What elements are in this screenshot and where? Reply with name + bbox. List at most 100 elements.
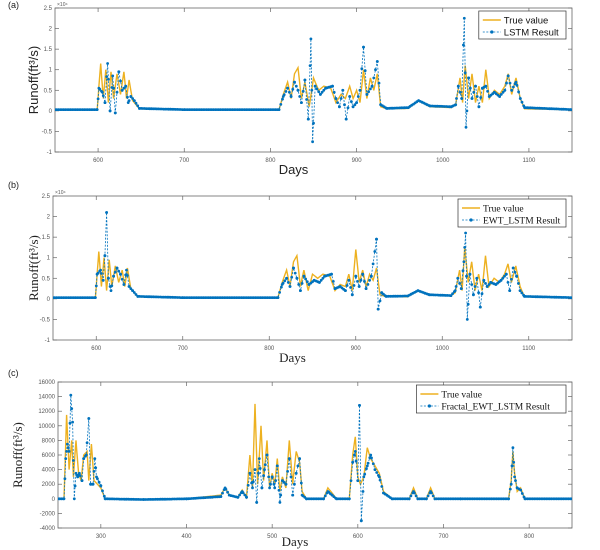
data-point [508, 289, 512, 292]
data-point [465, 274, 468, 278]
series-lstm-result [55, 16, 572, 144]
series-true-value [53, 247, 572, 299]
data-point [258, 467, 262, 470]
data-point [407, 497, 411, 501]
data-point [477, 291, 480, 295]
data-point [294, 84, 298, 88]
panel-label: (a) [8, 0, 19, 10]
data-point [454, 103, 458, 107]
data-point [312, 121, 315, 125]
data-point [293, 482, 296, 486]
data-point [347, 497, 351, 501]
data-point [409, 494, 413, 498]
data-point [462, 16, 466, 20]
data-point [366, 461, 370, 465]
data-point [462, 260, 466, 264]
data-point [72, 497, 76, 501]
y-tick-label: -0.5 [42, 129, 53, 135]
data-point [279, 493, 283, 497]
x-tick-label: 800 [265, 158, 276, 164]
data-point [503, 274, 506, 278]
data-point [226, 490, 230, 494]
data-point [127, 99, 131, 102]
data-point [362, 475, 366, 479]
data-point [291, 87, 295, 91]
data-point [101, 90, 104, 94]
data-point [377, 81, 381, 85]
series-fractal-ewt-lstm-result [58, 393, 572, 523]
data-point [105, 75, 109, 78]
data-point [277, 108, 281, 111]
data-point [510, 464, 514, 468]
data-point [300, 101, 303, 104]
data-point [487, 283, 491, 286]
data-point [468, 86, 472, 90]
x-tick-label: 600 [93, 158, 104, 164]
data-point [503, 88, 507, 92]
data-point [125, 268, 128, 272]
data-point [251, 480, 255, 484]
data-point [369, 87, 372, 91]
data-point [456, 84, 460, 88]
data-point [110, 284, 114, 288]
data-point [331, 280, 335, 283]
y-tick-label: -4000 [40, 526, 56, 532]
data-point [124, 84, 128, 88]
data-point [431, 494, 435, 498]
data-point [295, 276, 299, 280]
data-point [465, 109, 469, 113]
legend-marker [427, 404, 431, 408]
data-point [346, 106, 350, 110]
data-point [323, 494, 327, 498]
data-point [479, 96, 483, 99]
data-point [115, 266, 119, 270]
data-point [357, 285, 361, 288]
data-point [317, 90, 321, 94]
series-line [53, 247, 572, 299]
series-true-value [58, 403, 572, 501]
data-point [520, 291, 524, 295]
data-point [289, 475, 293, 479]
data-point [287, 457, 291, 460]
data-point [257, 457, 261, 460]
panel-label: (b) [8, 180, 19, 190]
data-point [101, 94, 105, 98]
x-tick-label: 700 [178, 346, 189, 352]
data-point [243, 493, 247, 497]
x-axis-label: Days [279, 350, 306, 365]
data-point [482, 278, 486, 282]
x-tick-label: 700 [438, 534, 449, 540]
data-point [106, 62, 109, 65]
data-point [499, 278, 503, 282]
data-point [286, 86, 289, 90]
x-tick-label: 700 [179, 158, 190, 164]
data-point [113, 270, 117, 274]
data-point [343, 103, 346, 107]
data-point [365, 93, 369, 96]
data-point [515, 274, 518, 278]
legend-box [457, 198, 567, 228]
data-point [472, 90, 476, 94]
data-point [263, 468, 266, 471]
legend-entry-label: EWT_LSTM Result [483, 217, 561, 227]
data-point [127, 285, 131, 288]
x-tick-label: 600 [353, 534, 364, 540]
data-point [120, 88, 124, 92]
data-point [221, 491, 224, 495]
data-point [281, 281, 285, 285]
data-point [501, 276, 505, 280]
data-point [458, 90, 462, 94]
data-point [322, 497, 325, 501]
data-point [300, 282, 304, 285]
data-point [365, 467, 368, 471]
data-point [255, 501, 259, 504]
legend-entry-label: LSTM Result [504, 28, 559, 39]
data-point [356, 479, 360, 482]
x-tick-label: 900 [352, 158, 363, 164]
data-point [370, 84, 374, 88]
data-point [367, 90, 370, 94]
panel-b: (b) 600 700 800 900 1000 1100 -1 -0.5 0 0.5 1 1.5 2 2.… [8, 180, 573, 365]
data-point [466, 302, 470, 306]
y-tick-label: -0.5 [40, 317, 51, 323]
data-point [353, 453, 356, 457]
